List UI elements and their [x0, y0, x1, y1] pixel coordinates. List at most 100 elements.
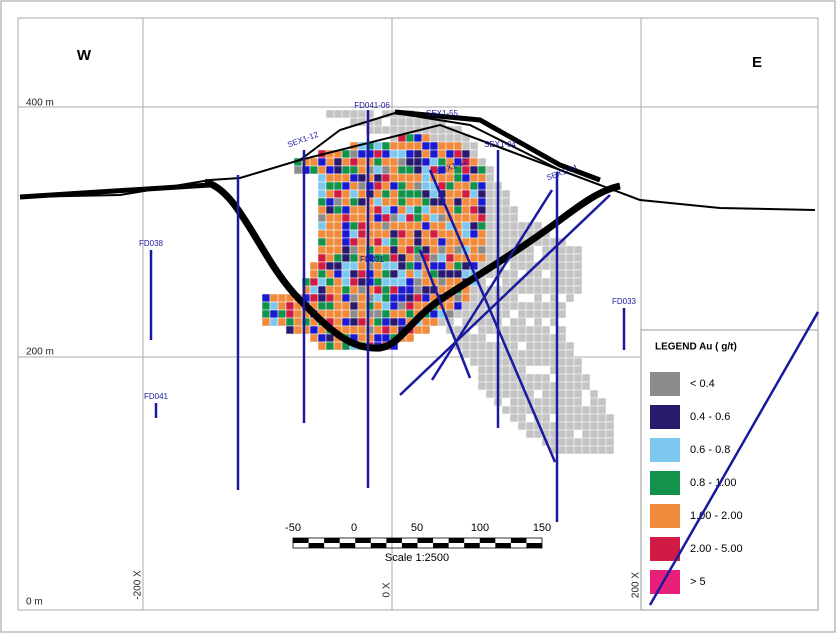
- block-cell: [325, 221, 335, 231]
- block-cell: [437, 141, 447, 151]
- block-cell: [389, 277, 399, 287]
- block-cell: [581, 381, 591, 391]
- block-cell: [421, 285, 431, 295]
- block-cell: [453, 213, 463, 223]
- block-cell: [357, 221, 367, 231]
- block-cell: [357, 277, 367, 287]
- block-cell: [453, 197, 463, 207]
- block-cell: [317, 189, 327, 199]
- block-cell: [285, 301, 295, 311]
- block-cell: [349, 277, 359, 287]
- block-cell: [397, 317, 407, 327]
- block-cell: [397, 189, 407, 199]
- block-cell: [413, 269, 423, 279]
- block-cell: [437, 245, 447, 255]
- drillhole: [418, 249, 472, 379]
- block-cell: [293, 165, 303, 175]
- block-cell: [405, 133, 415, 143]
- block-cell: [317, 205, 327, 215]
- block-cell: [557, 429, 567, 439]
- block-cell: [453, 189, 463, 199]
- block-cell: [477, 333, 487, 343]
- block-cell: [333, 205, 343, 215]
- block-cell: [501, 269, 511, 279]
- block-cell: [325, 189, 335, 199]
- block-cell: [381, 245, 391, 255]
- block-cell: [309, 325, 319, 335]
- block-cell: [357, 173, 367, 183]
- block-cell: [357, 189, 367, 199]
- block-cell: [501, 365, 511, 375]
- block-cell: [349, 205, 359, 215]
- block-cell: [397, 229, 407, 239]
- block-cell: [509, 213, 519, 223]
- scale-title: Scale 1:2500: [385, 552, 449, 564]
- block-cell: [525, 309, 535, 319]
- block-cell: [341, 173, 351, 183]
- block-cell: [413, 325, 423, 335]
- block-cell: [533, 397, 543, 407]
- block-cell: [477, 341, 487, 351]
- scale-tick-label: 150: [533, 522, 551, 534]
- legend-swatch: [650, 504, 680, 528]
- easting-label: -200 X: [133, 570, 144, 600]
- block-cell: [325, 197, 335, 207]
- block-cell: [349, 165, 359, 175]
- block-cell: [357, 333, 367, 343]
- block-cell: [437, 133, 447, 143]
- block-cell: [453, 309, 463, 319]
- block-cell: [317, 277, 327, 287]
- block-cell: [573, 445, 583, 455]
- block-cell: [421, 141, 431, 151]
- pit-outline: [203, 178, 621, 352]
- block-cell: [565, 365, 575, 375]
- block-cell: [389, 309, 399, 319]
- block-cell: [565, 253, 575, 263]
- block-cell: [317, 173, 327, 183]
- block-cell: [557, 341, 567, 351]
- block-cell: [565, 381, 575, 391]
- block-cell: [557, 421, 567, 431]
- block-cell: [517, 357, 527, 367]
- scale-segment: [526, 543, 542, 548]
- scale-tick-label: 0: [351, 522, 357, 534]
- block-cell: [405, 221, 415, 231]
- block-cell: [277, 317, 287, 327]
- block-cell: [429, 141, 439, 151]
- block-cell: [341, 109, 351, 119]
- block-cell: [541, 237, 551, 247]
- block-cell: [509, 301, 519, 311]
- block-cell: [437, 237, 447, 247]
- block-cell: [469, 357, 479, 367]
- block-cell: [389, 213, 399, 223]
- block-cell: [357, 309, 367, 319]
- block-cell: [517, 301, 527, 311]
- block-cell: [349, 269, 359, 279]
- block-cell: [373, 285, 383, 295]
- block-cell: [317, 245, 327, 255]
- block-cell: [421, 277, 431, 287]
- block-cell: [413, 293, 423, 303]
- block-cell: [389, 301, 399, 311]
- block-cell: [485, 341, 495, 351]
- block-cell: [389, 205, 399, 215]
- block-cell: [269, 309, 279, 319]
- block-cell: [469, 213, 479, 223]
- block-cell: [477, 213, 487, 223]
- scale-segment: [510, 538, 527, 543]
- block-cell: [485, 357, 495, 367]
- block-cell: [309, 285, 319, 295]
- block-cell: [397, 221, 407, 231]
- block-cell: [389, 221, 399, 231]
- block-cell: [517, 421, 527, 431]
- block-cell: [517, 309, 527, 319]
- block-cell: [381, 213, 391, 223]
- block-cell: [309, 165, 319, 175]
- block-cell: [573, 253, 583, 263]
- block-cell: [509, 397, 519, 407]
- block-cell: [405, 181, 415, 191]
- block-cell: [421, 197, 431, 207]
- block-cell: [421, 213, 431, 223]
- block-cell: [381, 221, 391, 231]
- block-cell: [349, 181, 359, 191]
